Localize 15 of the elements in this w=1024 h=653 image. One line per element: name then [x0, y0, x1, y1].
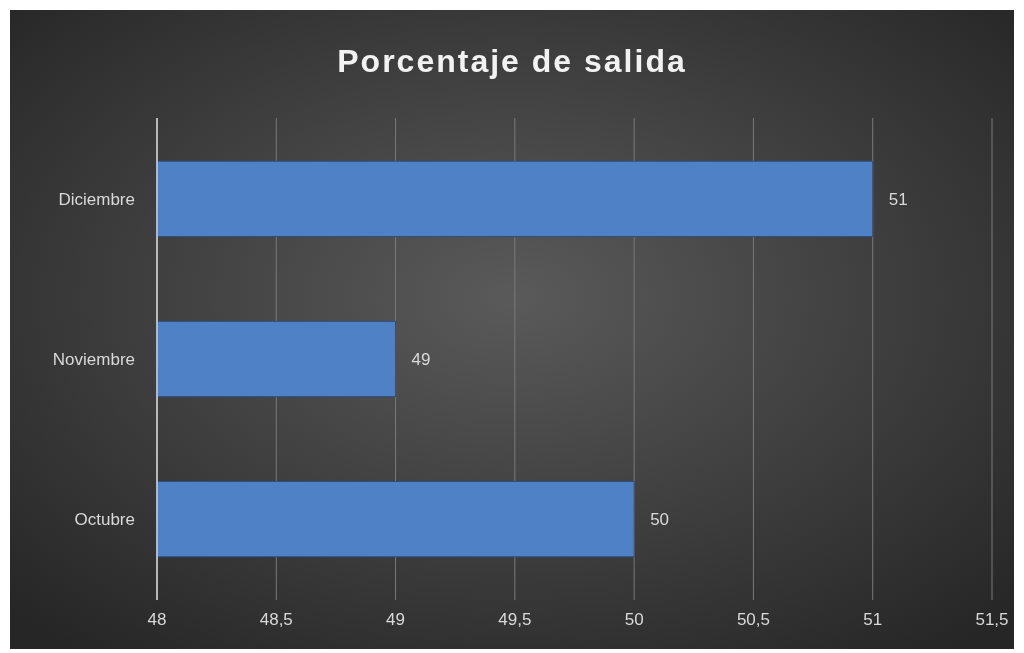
- x-tick-label: 51: [863, 610, 883, 629]
- data-label: 51: [888, 189, 908, 209]
- x-tick-label: 50: [624, 610, 644, 629]
- chart-title: Porcentaje de salida: [337, 43, 687, 79]
- data-label: 50: [650, 510, 670, 530]
- x-tick-label: 48: [147, 610, 167, 629]
- y-tick-label: Diciembre: [58, 189, 135, 209]
- x-tick-label: 50,5: [736, 610, 770, 629]
- y-tick-label: Octubre: [74, 510, 135, 530]
- x-tick-label: 48,5: [259, 610, 293, 629]
- x-tick-label: 49: [386, 610, 406, 629]
- data-label: 49: [411, 349, 431, 369]
- x-tick-label: 51,5: [975, 610, 1009, 629]
- x-tick-label: 49,5: [498, 610, 532, 629]
- y-tick-label: Noviembre: [52, 349, 135, 369]
